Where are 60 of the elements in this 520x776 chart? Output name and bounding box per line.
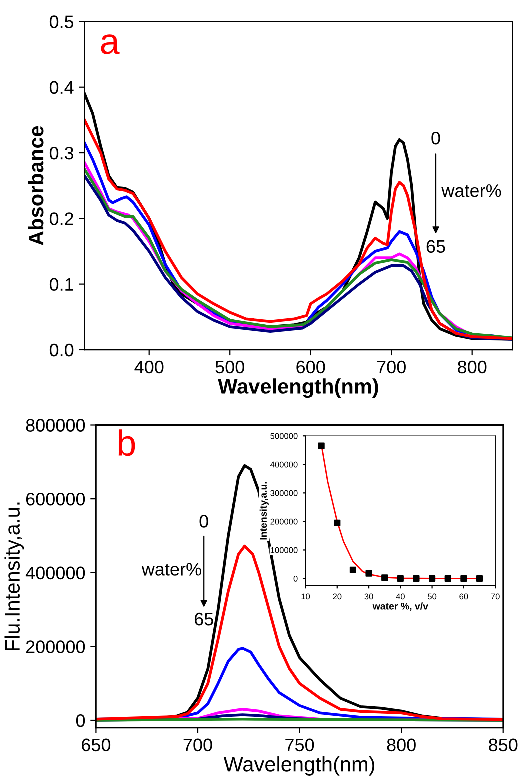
annotation: 65 [426,240,446,254]
y-axis-title: Intensity,a.u. [260,482,269,540]
point [476,575,484,582]
annotation: water% [142,563,202,576]
y-tick-label: 0.1 [50,278,74,292]
x-tick-label: 850 [489,738,518,752]
x-axis-title: Wavelength(nm) [218,378,378,398]
y-tick-label: 600000 [26,492,86,506]
y-axis-title: Flu.Intensity,a.u. [4,502,24,651]
x-tick-label: 600 [296,360,326,374]
x-tick-label: 800 [458,360,487,374]
x-tick-label: 70 [491,594,500,600]
y-tick-label: 0 [294,576,298,582]
x-tick-label: 30 [364,594,374,600]
y-tick-label: 400000 [26,566,86,580]
x-tick-label: 500 [216,360,244,374]
y-tick-label: 100000 [270,547,298,554]
y-axis-title: Absorbance [28,126,44,246]
y-tick-label: 400000 [270,462,298,468]
point [366,570,372,577]
x-axis-title: water %, v/v [372,602,428,612]
annotation: 0 [200,515,208,528]
y-tick-label: 500000 [270,433,298,440]
line-series [96,544,504,722]
x-tick-label: 50 [428,594,437,600]
y-tick-label: 0 [76,714,86,728]
point [444,575,452,582]
x-tick-label: 400 [134,360,164,374]
point [350,566,357,574]
x-tick-label: 10 [302,594,310,600]
x-tick-label: 20 [333,594,342,600]
y-tick-label: 0.4 [50,81,74,94]
y-tick-label: 200000 [270,518,298,525]
y-tick-label: 0.3 [50,146,74,160]
x-tick-label: 800 [387,738,416,752]
point [460,575,468,582]
point [382,574,388,582]
y-tick-label: 800000 [26,419,86,432]
annotation: 0 [432,132,440,145]
x-tick-label: 750 [286,738,314,752]
x-tick-label: 60 [460,594,468,600]
point [334,520,341,526]
point [318,442,325,450]
x-tick-label: 650 [82,738,111,752]
point [429,575,436,582]
annotation: b [118,430,136,456]
x-tick-label: 700 [184,738,212,752]
x-tick-label: 700 [377,360,406,374]
y-tick-label: 0.2 [50,212,74,226]
y-tick-label: 200000 [26,640,86,654]
point [413,575,420,582]
y-tick-label: 0.5 [50,16,74,28]
annotation: 65 [194,612,214,626]
annotation: water% [442,184,502,198]
x-axis-title: Wavelength(nm) [224,756,375,776]
point [397,575,404,582]
y-tick-label: 300000 [270,490,298,496]
x-tick-label: 40 [396,594,405,600]
y-tick-label: 0.0 [50,344,74,357]
annotation: a [101,34,120,54]
